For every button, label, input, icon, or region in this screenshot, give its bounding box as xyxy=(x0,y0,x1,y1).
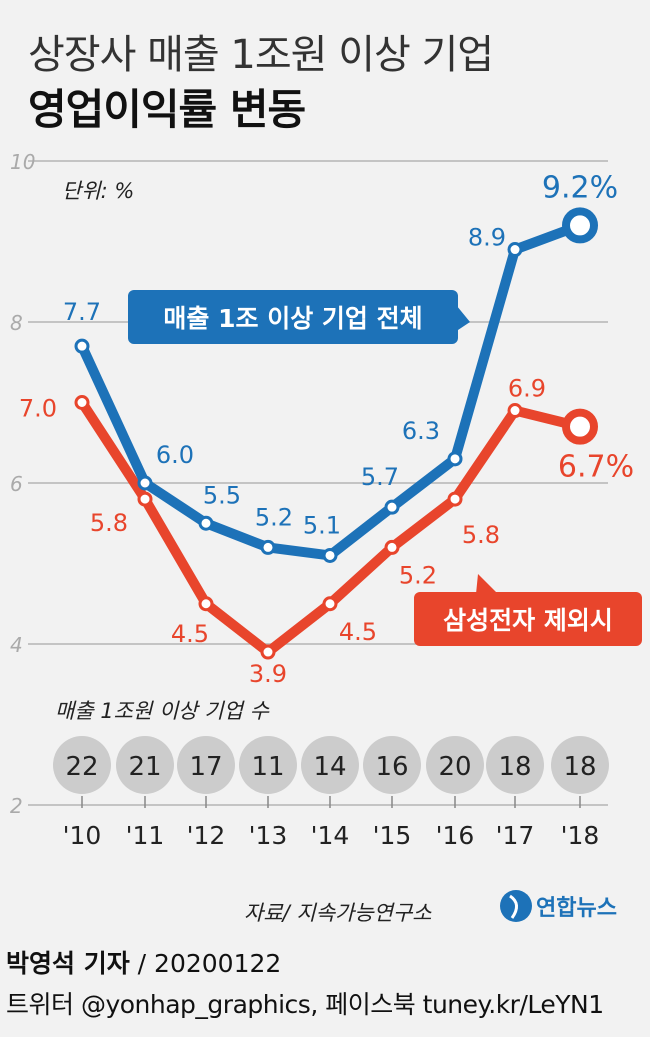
company-count-value: 18 xyxy=(563,752,596,782)
data-point xyxy=(137,491,153,507)
x-tick-label: '13 xyxy=(249,821,288,850)
data-point xyxy=(507,242,523,258)
company-count-value: 11 xyxy=(251,752,284,782)
reporter-name: 박영석 기자 xyxy=(6,949,130,978)
source-label: 자료/ 지속가능연구소 xyxy=(244,901,432,925)
data-label-ex-samsung: 5.8 xyxy=(462,521,500,549)
data-label-ex-samsung: 4.5 xyxy=(171,620,209,648)
y-tick-label: 8 xyxy=(10,311,23,335)
unit-label: 단위: % xyxy=(62,179,134,203)
data-point xyxy=(384,499,400,515)
x-tick-label: '14 xyxy=(311,821,350,850)
company-count-value: 20 xyxy=(438,752,471,782)
data-label-ex-samsung: 3.9 xyxy=(249,660,287,688)
data-label-ex-samsung: 4.5 xyxy=(339,618,377,646)
data-label-ex-samsung: 5.2 xyxy=(399,561,437,589)
data-point xyxy=(447,451,463,467)
data-label-all: 7.7 xyxy=(63,298,101,326)
company-count-circle xyxy=(551,736,609,794)
x-tick-label: '16 xyxy=(436,821,475,850)
x-tick-label: '18 xyxy=(561,821,600,850)
data-point xyxy=(447,491,463,507)
data-label-all: 5.1 xyxy=(303,511,341,539)
y-tick-label: 2 xyxy=(10,794,23,818)
data-label-all: 5.2 xyxy=(255,503,293,531)
company-count-value: 17 xyxy=(189,752,222,782)
company-count-value: 22 xyxy=(65,752,98,782)
data-point xyxy=(74,395,90,410)
data-label-all: 6.0 xyxy=(156,441,194,469)
company-count-circle xyxy=(486,736,544,794)
data-label-ex-samsung: 5.8 xyxy=(90,509,128,537)
yonhap-logo-mark xyxy=(509,894,518,919)
chart-title-line1: 상장사 매출 1조원 이상 기업 xyxy=(28,32,494,78)
company-count-value: 18 xyxy=(498,752,531,782)
byline: 박영석 기자 / 20200122 xyxy=(6,949,282,978)
company-count-value: 14 xyxy=(313,752,346,782)
data-label-all: 8.9 xyxy=(468,224,506,252)
data-point xyxy=(322,596,338,612)
data-label-all: 5.7 xyxy=(361,463,399,491)
line-chart: 2 4 6 8 10 단위: % '10 '11 '12 '13 '14 '15 '16 '17 '18 매출… xyxy=(10,150,642,925)
social-links: 트위터 @yonhap_graphics, 페이스북 tuney.kr/LeYN… xyxy=(6,990,604,1019)
x-tick-label: '17 xyxy=(496,821,535,850)
legend-label-all: 매출 1조 이상 기업 전체 xyxy=(163,304,422,333)
company-count-circle xyxy=(239,736,297,794)
data-point xyxy=(198,515,214,531)
company-count-value: 16 xyxy=(375,752,408,782)
company-count-circle xyxy=(363,736,421,794)
yonhap-logo-text: 연합뉴스 xyxy=(536,895,617,921)
company-count-circle xyxy=(426,736,484,794)
end-point-marker xyxy=(562,408,598,445)
company-count-circle xyxy=(301,736,359,794)
y-tick-label: 4 xyxy=(10,633,23,657)
data-label-all: 9.2% xyxy=(542,170,618,205)
x-tick-label: '11 xyxy=(126,821,165,850)
legend-pointer-ex-samsung xyxy=(476,574,498,594)
x-tick-label: '10 xyxy=(63,821,102,850)
legend-label-ex-samsung: 삼성전자 제외시 xyxy=(443,606,613,635)
publish-date: 20200122 xyxy=(154,949,282,978)
data-point xyxy=(507,403,523,419)
company-count-value: 21 xyxy=(128,752,161,782)
legend-box-all xyxy=(128,290,458,344)
y-tick-label: 6 xyxy=(10,472,23,496)
x-tick-label: '15 xyxy=(373,821,412,850)
data-point xyxy=(198,596,214,612)
data-label-ex-samsung: 7.0 xyxy=(19,395,57,423)
data-label-ex-samsung: 6.7% xyxy=(558,450,634,485)
data-point xyxy=(322,547,338,563)
data-point xyxy=(260,539,276,555)
company-count-circle xyxy=(177,736,235,794)
data-point xyxy=(260,644,276,660)
company-count-label: 매출 1조원 이상 기업 수 xyxy=(55,699,270,723)
data-label-all: 5.5 xyxy=(203,481,241,509)
data-label-all: 6.3 xyxy=(402,417,440,445)
y-tick-label: 10 xyxy=(10,150,35,174)
data-point xyxy=(384,539,400,555)
series-line-all xyxy=(77,220,585,561)
legend-pointer-all xyxy=(452,300,470,334)
data-label-ex-samsung: 6.9 xyxy=(508,375,546,403)
company-count-circle xyxy=(116,736,174,794)
data-point xyxy=(74,338,90,354)
chart-title-line2: 영업이익률 변동 xyxy=(28,85,306,134)
data-point xyxy=(137,475,153,491)
company-count-circle xyxy=(53,736,111,794)
x-tick-label: '12 xyxy=(187,821,226,850)
end-point-marker xyxy=(562,207,598,244)
legend-box-ex-samsung xyxy=(414,592,642,646)
